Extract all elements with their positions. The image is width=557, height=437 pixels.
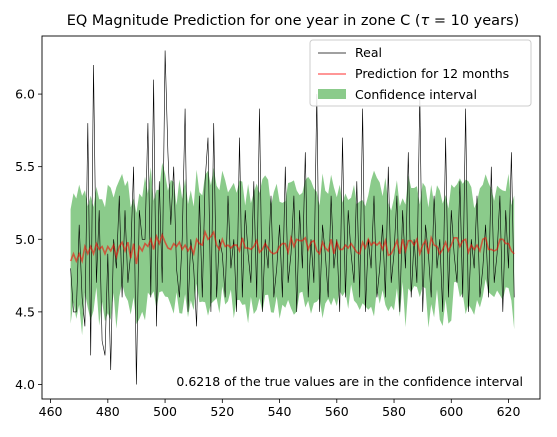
legend-real-label: Real <box>355 45 382 60</box>
legend: Real Prediction for 12 months Confidence… <box>309 39 532 107</box>
y-axis: 4.0 4.5 5.0 5.5 6.0 <box>15 87 42 392</box>
x-tick-label: 560 <box>325 404 349 419</box>
prediction-series-layer <box>69 229 515 265</box>
legend-ci-swatch <box>318 89 346 99</box>
y-tick-label: 5.5 <box>15 159 35 174</box>
real-line <box>70 50 515 385</box>
x-tick-label: 580 <box>382 404 406 419</box>
axes-frame <box>41 35 541 400</box>
prediction-line <box>69 229 515 265</box>
confidence-interval-layer <box>70 162 515 336</box>
y-tick-label: 4.0 <box>15 377 35 392</box>
chart-title: EQ Magnitude Prediction for one year in … <box>67 13 520 29</box>
x-tick-label: 600 <box>439 404 463 419</box>
x-tick-label: 620 <box>497 404 521 419</box>
confidence-annotation: 0.6218 of the true values are in the con… <box>176 374 523 389</box>
x-tick-label: 520 <box>210 404 234 419</box>
real-series-layer <box>70 50 515 385</box>
confidence-band <box>70 162 515 336</box>
legend-prediction-label: Prediction for 12 months <box>355 66 509 81</box>
y-tick-label: 5.0 <box>15 232 35 247</box>
y-tick-label: 6.0 <box>15 87 35 102</box>
x-tick-label: 460 <box>39 404 63 419</box>
legend-ci-label: Confidence interval <box>355 87 477 102</box>
x-axis: 460 480 500 520 540 560 580 600 620 <box>39 399 521 419</box>
x-tick-label: 480 <box>96 404 120 419</box>
x-tick-label: 540 <box>268 404 292 419</box>
legend-box <box>309 39 532 107</box>
plot-area <box>69 50 515 385</box>
y-tick-label: 4.5 <box>15 304 35 319</box>
x-tick-label: 500 <box>153 404 177 419</box>
